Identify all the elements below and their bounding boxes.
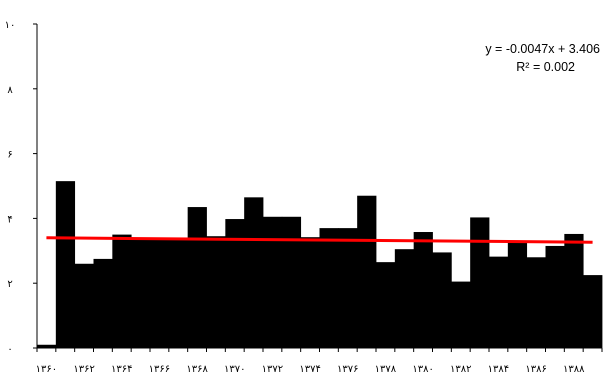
y-tick-label: ۴ xyxy=(7,214,12,225)
bar-۱۳۸۸ xyxy=(564,233,584,348)
trendline-equation: y = -0.0047x + 3.406 xyxy=(485,42,600,56)
trendline xyxy=(46,236,593,244)
x-tick-label: ۱۳۶۴ xyxy=(111,364,132,375)
x-tick-label: ۱۳۶۲ xyxy=(73,364,94,375)
x-tick-label: ۱۳۷۶ xyxy=(337,364,358,375)
bar-۱۳۶۴ xyxy=(112,234,132,348)
bar-۱۳۸۲ xyxy=(451,281,471,348)
bar-۱۳۶۰ xyxy=(37,344,57,348)
trendline-r-squared: R² = 0.002 xyxy=(516,60,575,74)
bar-۱۳۷۳ xyxy=(281,216,302,348)
y-ticks-layer: ۰ ۲ ۴ ۶ ۸ ۱۰ xyxy=(5,20,37,355)
bar-۱۳۸۰ xyxy=(413,232,433,348)
x-tick-label: ۱۳۸۴ xyxy=(488,364,509,375)
y-tick-label: ۶ xyxy=(7,150,12,161)
x-tick-label: ۱۳۸۸ xyxy=(563,364,585,375)
bar-۱۳۸۱ xyxy=(432,252,452,348)
trendline-layer xyxy=(46,236,593,244)
bar-۱۳۷۴ xyxy=(300,237,320,348)
bar-۱۳۸۷ xyxy=(545,245,565,348)
bar-۱۳۷۸ xyxy=(376,262,396,348)
bar-۱۳۸۳ xyxy=(470,217,490,348)
x-tick-label: ۱۳۶۰ xyxy=(36,364,57,375)
bar-۱۳۷۷ xyxy=(357,195,377,348)
x-tick-label: ۱۳۷۰ xyxy=(224,364,245,375)
bar-۱۳۸۹ xyxy=(583,275,603,348)
bar-۱۳۶۵ xyxy=(131,239,151,348)
bar-۱۳۸۵ xyxy=(507,241,528,348)
bar-۱۳۷۱ xyxy=(244,197,264,348)
x-tick-label: ۱۳۶۶ xyxy=(149,364,170,375)
bar-۱۳۶۱ xyxy=(55,181,76,348)
bar-۱۳۶۸ xyxy=(187,207,207,348)
bar-۱۳۷۶ xyxy=(338,228,358,348)
bar-۱۳۷۲ xyxy=(263,216,283,348)
x-ticks-layer: ۱۳۶۰ ۱۳۶۲ ۱۳۶۴ ۱۳۶۶ ۱۳۶۸ ۱۳۷۰ ۱۳۷۲ ۱۳۷۴ ۱۳۷۶ ۱۳۷۸… xyxy=(36,348,603,375)
x-tick-label: ۱۳۸۶ xyxy=(525,364,546,375)
bar-۱۳۷۵ xyxy=(319,228,339,348)
y-tick-label: ۲ xyxy=(7,279,12,290)
x-tick-label: ۱۳۷۴ xyxy=(299,364,320,375)
y-tick-label: ۸ xyxy=(7,85,13,96)
x-tick-label: ۱۳۸۰ xyxy=(412,364,433,375)
bar-۱۳۶۹ xyxy=(206,236,226,348)
bar-۱۳۶۳ xyxy=(93,258,113,348)
bar-۱۳۷۹ xyxy=(394,249,415,348)
bar-۱۳۷۰ xyxy=(225,219,245,348)
bar-۱۳۶۷ xyxy=(168,239,189,348)
x-tick-label: ۱۳۷۲ xyxy=(262,364,283,375)
bar-۱۳۶۶ xyxy=(150,239,170,348)
bar-۱۳۸۶ xyxy=(526,257,546,348)
x-tick-label: ۱۳۸۲ xyxy=(450,364,471,375)
bars-layer xyxy=(37,181,603,348)
y-tick-label: ۱۰ xyxy=(5,20,16,31)
bar-۱۳۸۴ xyxy=(489,256,509,348)
bar-۱۳۶۲ xyxy=(74,263,94,348)
y-tick-label: ۰ xyxy=(7,344,12,355)
x-tick-label: ۱۳۷۸ xyxy=(375,364,397,375)
x-tick-label: ۱۳۶۸ xyxy=(186,364,208,375)
